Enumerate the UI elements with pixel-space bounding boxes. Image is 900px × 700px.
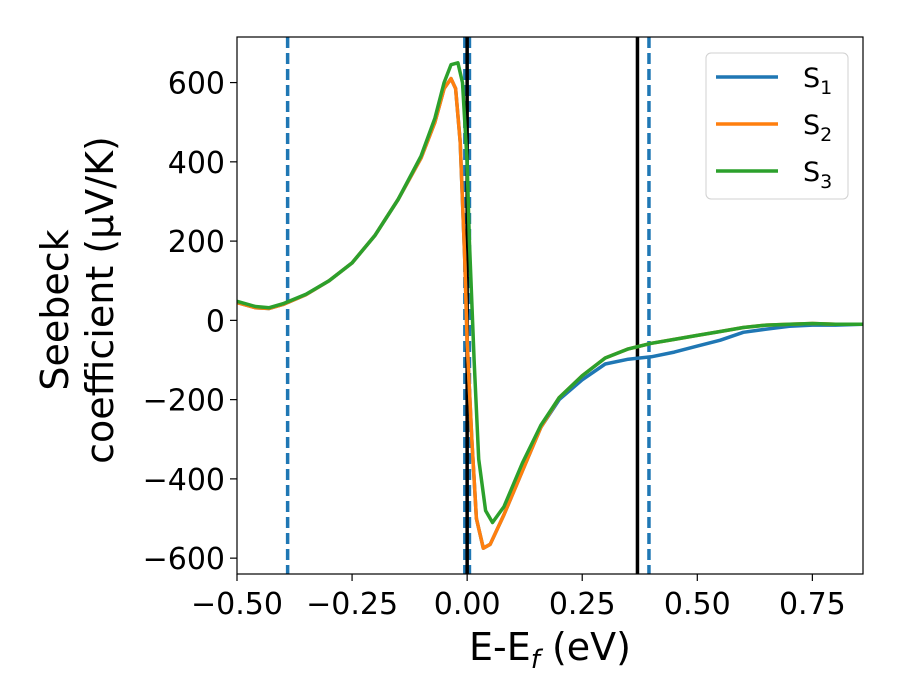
y-tick-label: −200	[143, 384, 225, 419]
y-tick-label: −600	[143, 542, 225, 577]
x-axis-label: E-Ef (eV)	[469, 625, 631, 675]
y-tick-label: 400	[168, 146, 225, 181]
y-axis-label: Seebeck coefficient (μV/K)	[33, 136, 122, 464]
series-line-s3	[237, 61, 863, 525]
y-tick-label: 0	[206, 304, 225, 339]
y-tick-label: 200	[168, 225, 225, 260]
data-series	[237, 61, 863, 550]
y-tick-label: −400	[143, 463, 225, 498]
x-tick-label: −0.50	[191, 587, 283, 622]
y-axis-label-line1: Seebeck	[33, 229, 77, 390]
x-axis-ticks: −0.50 −0.25 0.00 0.25 0.50 0.75	[191, 574, 846, 622]
x-tick-label: −0.25	[306, 587, 398, 622]
x-tick-label: 0.75	[779, 587, 846, 622]
y-axis-label-line2: coefficient (μV/K)	[78, 136, 122, 464]
legend: S1 S2 S3	[705, 52, 849, 200]
x-tick-label: 0.00	[434, 587, 501, 622]
legend-label-s3: S3	[803, 157, 832, 193]
y-tick-label: 600	[168, 67, 225, 102]
legend-label-s1: S1	[803, 63, 832, 99]
legend-box	[705, 52, 849, 200]
legend-label-s2: S2	[803, 110, 832, 146]
x-tick-label: 0.25	[549, 587, 616, 622]
plot-frame	[236, 36, 864, 575]
x-tick-label: 0.50	[664, 587, 731, 622]
y-axis-ticks: −600 −400 −200 0 200 400 600	[143, 67, 237, 577]
